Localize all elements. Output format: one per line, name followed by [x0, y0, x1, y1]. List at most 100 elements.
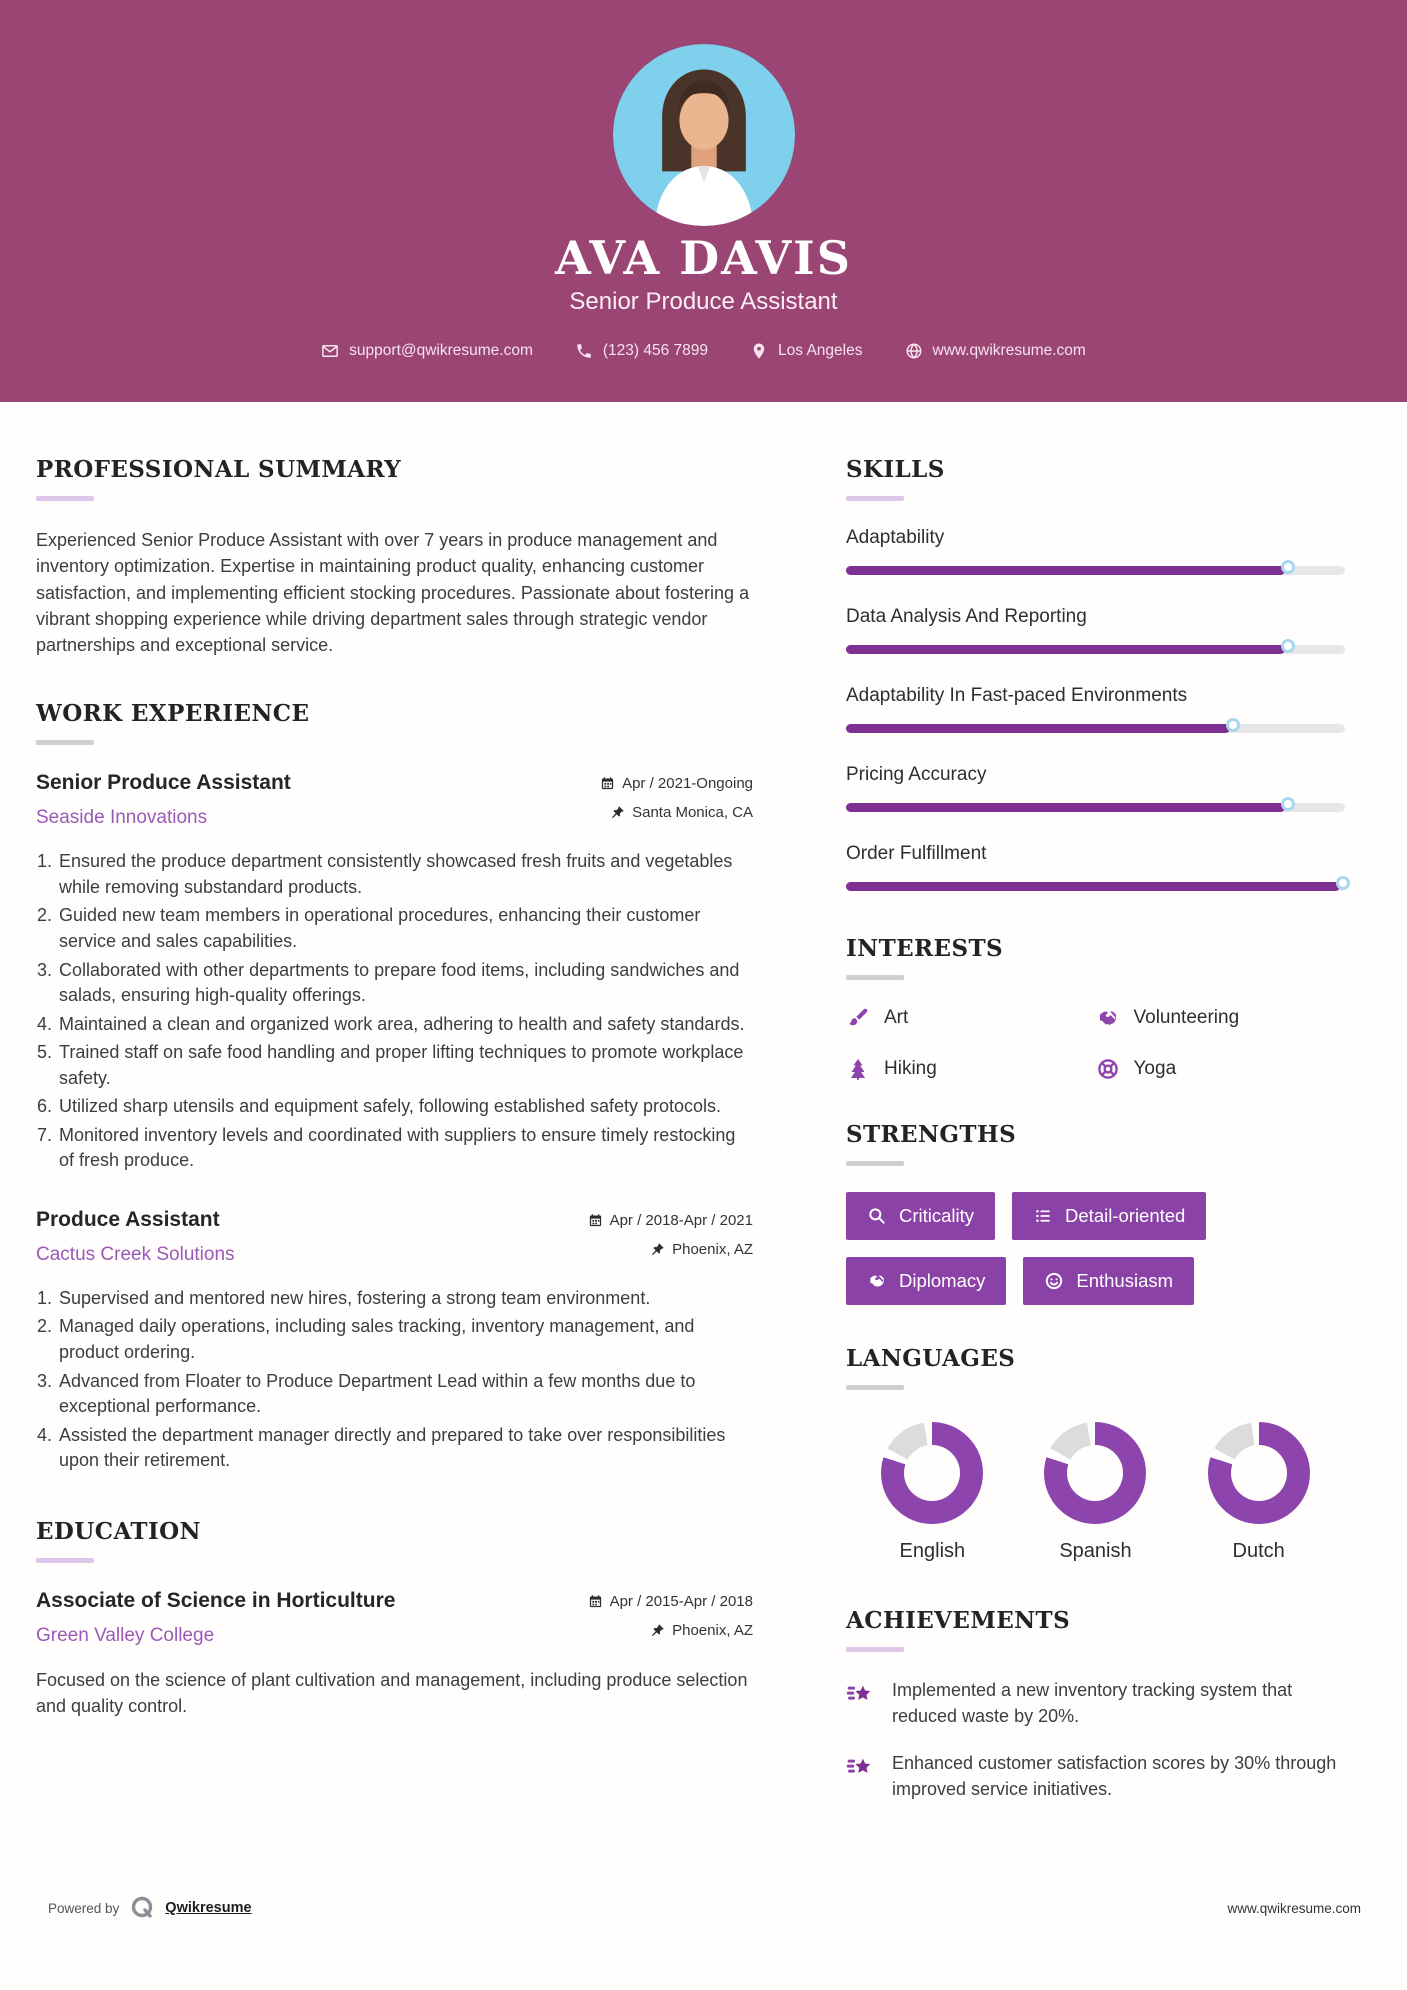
strength-badge-detail-oriented[interactable]: Detail-oriented — [1012, 1192, 1207, 1240]
footer: Powered by Qwikresume www.qwikresume.com — [48, 1894, 1361, 1922]
strength-label: Criticality — [899, 1205, 975, 1226]
language-name: English — [899, 1540, 966, 1562]
summary-text: Experienced Senior Produce Assistant wit… — [36, 530, 750, 656]
achievement-item: Enhanced customer satisfaction scores by… — [846, 1751, 1345, 1802]
bullet: Assisted the department manager directly… — [57, 1423, 753, 1474]
powered-by: Powered by Qwikresume — [48, 1894, 252, 1922]
shooting-star-icon — [846, 1685, 871, 1700]
achievement-item: Implemented a new inventory tracking sys… — [846, 1678, 1345, 1729]
contact-location: Los Angeles — [750, 342, 863, 360]
school-name[interactable]: Green Valley College — [36, 1624, 215, 1646]
shooting-star-icon — [846, 1758, 871, 1774]
interest-art: Art — [846, 1006, 1096, 1030]
work-experience-section: WORK EXPERIENCE Senior Produce Assistant… — [36, 700, 753, 1473]
job-company[interactable]: Seaside Innovations — [36, 807, 208, 829]
skill-slider — [846, 639, 1345, 654]
language-item: Dutch — [1178, 1422, 1339, 1563]
interest-label: Art — [884, 1007, 909, 1028]
job-title: Senior Produce Assistant — [36, 771, 291, 795]
contact-email[interactable]: support@qwikresume.com — [321, 342, 533, 360]
skill-name: Pricing Accuracy — [846, 764, 987, 785]
bullet: Ensured the produce department consisten… — [57, 849, 753, 900]
interest-yoga: Yoga — [1096, 1057, 1346, 1081]
languages-row: English Spanish Dutch — [846, 1416, 1345, 1563]
qwikresume-link[interactable]: Qwikresume — [165, 1900, 252, 1916]
education-location: Phoenix, AZ — [588, 1622, 753, 1639]
professional-summary-section: PROFESSIONAL SUMMARY Experienced Senior … — [36, 456, 753, 658]
header: AVA DAVIS Senior Produce Assistant suppo… — [0, 0, 1407, 402]
avatar — [612, 44, 795, 226]
heading-rule — [846, 975, 904, 980]
pushpin-icon — [611, 806, 624, 819]
list-icon — [1036, 1210, 1050, 1222]
bullet: Monitored inventory levels and coordinat… — [57, 1123, 753, 1174]
heading-rule — [846, 1161, 904, 1166]
contact-website[interactable]: www.qwikresume.com — [905, 342, 1086, 360]
interests-grid: Art Volunteering Hiking Yoga — [846, 1006, 1345, 1081]
contact-row: support@qwikresume.com (123) 456 7899 Lo… — [321, 342, 1086, 360]
phone-icon — [577, 344, 591, 359]
bullet: Collaborated with other departments to p… — [57, 958, 753, 1009]
job-dates-text: Apr / 2021-Ongoing — [622, 775, 753, 793]
smiley-icon — [1046, 1272, 1063, 1290]
job-company[interactable]: Cactus Creek Solutions — [36, 1243, 235, 1265]
contact-website-text: www.qwikresume.com — [932, 342, 1086, 360]
strength-label: Diplomacy — [899, 1270, 986, 1291]
bullet: Advanced from Floater to Produce Departm… — [57, 1369, 753, 1420]
language-item: Spanish — [1015, 1422, 1176, 1563]
strength-badge-criticality[interactable]: Criticality — [846, 1192, 996, 1240]
content: PROFESSIONAL SUMMARY Experienced Senior … — [0, 402, 1407, 1824]
person-name: AVA DAVIS — [555, 231, 852, 285]
strength-label: Detail-oriented — [1065, 1205, 1186, 1226]
skill-slider — [846, 718, 1345, 733]
job-dates: Apr / 2021-Ongoing — [600, 775, 753, 792]
strengths-section: STRENGTHS Criticality Detail-oriented Di… — [846, 1121, 1345, 1305]
slider-knob-icon — [1281, 797, 1296, 811]
qwikresume-logo-icon — [128, 1894, 156, 1922]
portrait-photo — [612, 44, 795, 226]
language-item: English — [852, 1422, 1013, 1563]
interest-label: Volunteering — [1133, 1007, 1240, 1028]
skill-item: Adaptability In Fast-paced Environments — [846, 685, 1345, 733]
strength-label: Enthusiasm — [1076, 1270, 1174, 1291]
globe-icon — [906, 343, 921, 359]
slider-knob-icon — [1226, 718, 1241, 732]
interest-hiking: Hiking — [846, 1057, 1096, 1081]
section-heading: STRENGTHS — [846, 1121, 1017, 1148]
interests-section: INTERESTS Art Volunteering Hiking — [846, 935, 1345, 1081]
language-donut-chart — [1044, 1422, 1147, 1524]
pushpin-icon — [651, 1623, 664, 1636]
search-icon — [869, 1208, 885, 1224]
education-description: Focused on the science of plant cultivat… — [36, 1669, 748, 1716]
job-dates: Apr / 2018-Apr / 2021 — [588, 1212, 753, 1229]
job-location-text: Phoenix, AZ — [672, 1240, 753, 1258]
strengths-grid: Criticality Detail-oriented Diplomacy En… — [846, 1192, 1345, 1305]
footer-website[interactable]: www.qwikresume.com — [1227, 1900, 1361, 1916]
bullet: Managed daily operations, including sale… — [57, 1314, 753, 1365]
job-bullets: Ensured the produce department consisten… — [36, 849, 753, 1174]
envelope-icon — [322, 345, 339, 358]
education-location-text: Phoenix, AZ — [672, 1621, 753, 1639]
contact-phone-text: (123) 456 7899 — [602, 342, 709, 360]
heading-rule — [846, 1385, 904, 1390]
bullet: Utilized sharp utensils and equipment sa… — [57, 1094, 753, 1120]
strength-badge-diplomacy[interactable]: Diplomacy — [846, 1257, 1007, 1305]
pine-tree-icon — [850, 1059, 866, 1080]
job-location-text: Santa Monica, CA — [632, 804, 753, 822]
bullet: Supervised and mentored new hires, foste… — [57, 1286, 753, 1312]
heading-rule — [36, 496, 94, 501]
education-entry: Associate of Science in Horticulture Gre… — [36, 1589, 753, 1720]
skills-section: SKILLS Adaptability Data Analysis And Re… — [846, 456, 1350, 891]
skill-name: Order Fulfillment — [846, 843, 987, 864]
person-job-title: Senior Produce Assistant — [569, 288, 838, 316]
map-pin-icon — [753, 343, 765, 359]
strength-badge-enthusiasm[interactable]: Enthusiasm — [1023, 1257, 1195, 1305]
language-name: Dutch — [1232, 1540, 1285, 1562]
job-dates-text: Apr / 2018-Apr / 2021 — [609, 1211, 753, 1229]
job-entry: Senior Produce Assistant Seaside Innovat… — [36, 771, 753, 1174]
interest-label: Yoga — [1133, 1058, 1177, 1079]
heading-rule — [36, 1557, 94, 1563]
contact-phone[interactable]: (123) 456 7899 — [575, 342, 708, 360]
contact-location-text: Los Angeles — [778, 342, 863, 360]
